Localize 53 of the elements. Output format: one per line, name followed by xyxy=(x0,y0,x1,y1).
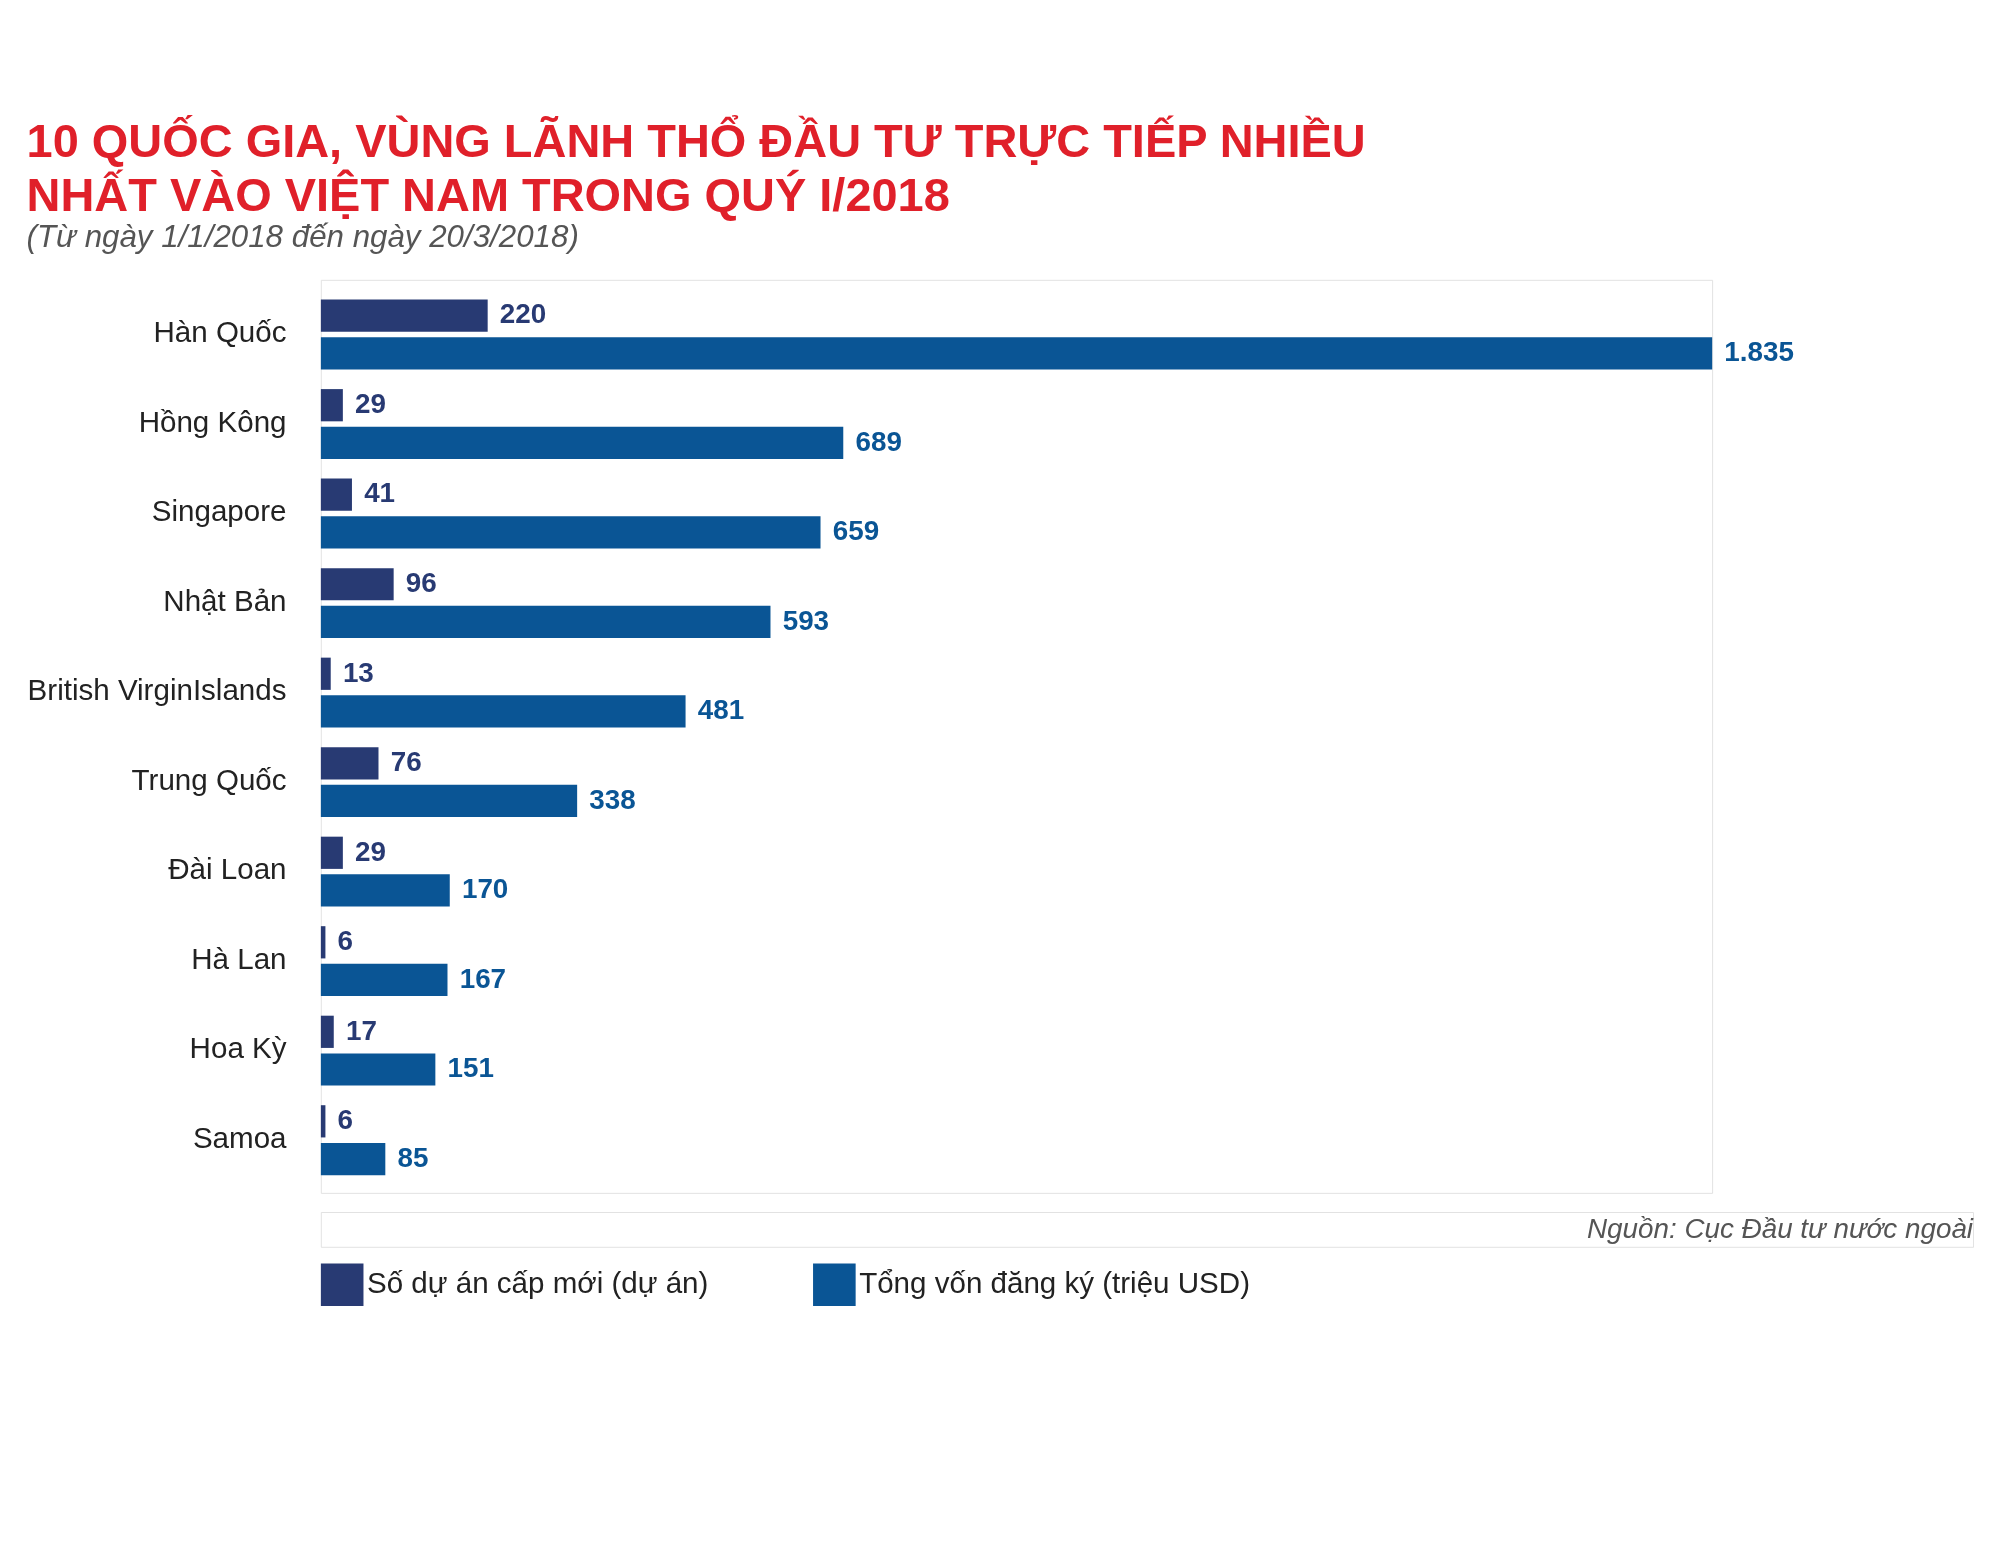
data-label: 689 xyxy=(855,425,902,457)
bar xyxy=(320,1142,386,1176)
y-tick-label: Samoa xyxy=(192,1120,288,1154)
text: Nguồn: Cục Đầu tư nước ngoài xyxy=(1587,1213,1974,1245)
y-tick-label: British VirginIslands xyxy=(27,673,287,707)
data-label: 13 xyxy=(342,656,374,688)
bar xyxy=(320,337,1713,370)
bar xyxy=(320,516,821,549)
data-label: 76 xyxy=(390,746,422,778)
chart-subtitle: (Từ ngày 1/1/2018 đến ngày 20/3/2018) xyxy=(26,219,579,255)
legend-label: Tổng vốn đăng ký (triệu USD) xyxy=(859,1266,1250,1300)
bar xyxy=(320,568,394,601)
data-label: 151 xyxy=(447,1052,494,1084)
bar xyxy=(320,747,379,780)
bar xyxy=(320,478,352,511)
data-label: 29 xyxy=(355,387,386,419)
data-label: 29 xyxy=(355,835,386,867)
bar xyxy=(320,299,488,332)
bar xyxy=(320,389,343,422)
legend-label: Số dự án cấp mới (dự án) xyxy=(366,1266,709,1300)
y-tick-label: Hồng Kông xyxy=(138,404,287,438)
bar xyxy=(320,836,343,869)
bar xyxy=(320,874,450,907)
data-label: 481 xyxy=(697,694,745,726)
data-label: 17 xyxy=(345,1014,377,1046)
bar xyxy=(320,695,686,728)
bar xyxy=(320,1053,436,1086)
data-label: 41 xyxy=(364,477,396,509)
bar xyxy=(320,1015,334,1048)
bar xyxy=(320,657,331,690)
data-label: 659 xyxy=(832,515,880,547)
bar xyxy=(320,605,771,639)
data-label: 167 xyxy=(459,962,507,994)
bar xyxy=(320,426,844,460)
data-label: 220 xyxy=(499,298,547,330)
chart-title: 10 QUỐC GIA, VÙNG LÃNH THỔ ĐẦU TƯ TRỰC TIẾP NHIỀU NHẤT VÀO VIỆT NAM TRONG QUÝ I/2018 xyxy=(26,113,1366,221)
data-label: 1.835 xyxy=(1724,336,1794,368)
y-tick-label: Singapore xyxy=(151,494,287,528)
y-tick-label: Trung Quốc xyxy=(131,762,287,796)
data-label: 6 xyxy=(337,1104,354,1136)
y-tick-label: Đài Loan xyxy=(168,852,287,886)
data-label: 593 xyxy=(782,604,830,636)
bar xyxy=(320,784,578,818)
data-label: 338 xyxy=(589,783,636,815)
y-tick-label: Hoa Kỳ xyxy=(189,1031,287,1065)
data-label: 85 xyxy=(397,1141,429,1173)
data-label: 6 xyxy=(337,925,354,957)
data-label: 96 xyxy=(405,566,437,598)
data-label: 170 xyxy=(461,873,509,905)
y-tick-label: Nhật Bản xyxy=(163,583,287,617)
y-tick-label: Hàn Quốc xyxy=(153,315,287,349)
y-tick-label: Hà Lan xyxy=(191,941,287,975)
bar xyxy=(320,963,448,997)
